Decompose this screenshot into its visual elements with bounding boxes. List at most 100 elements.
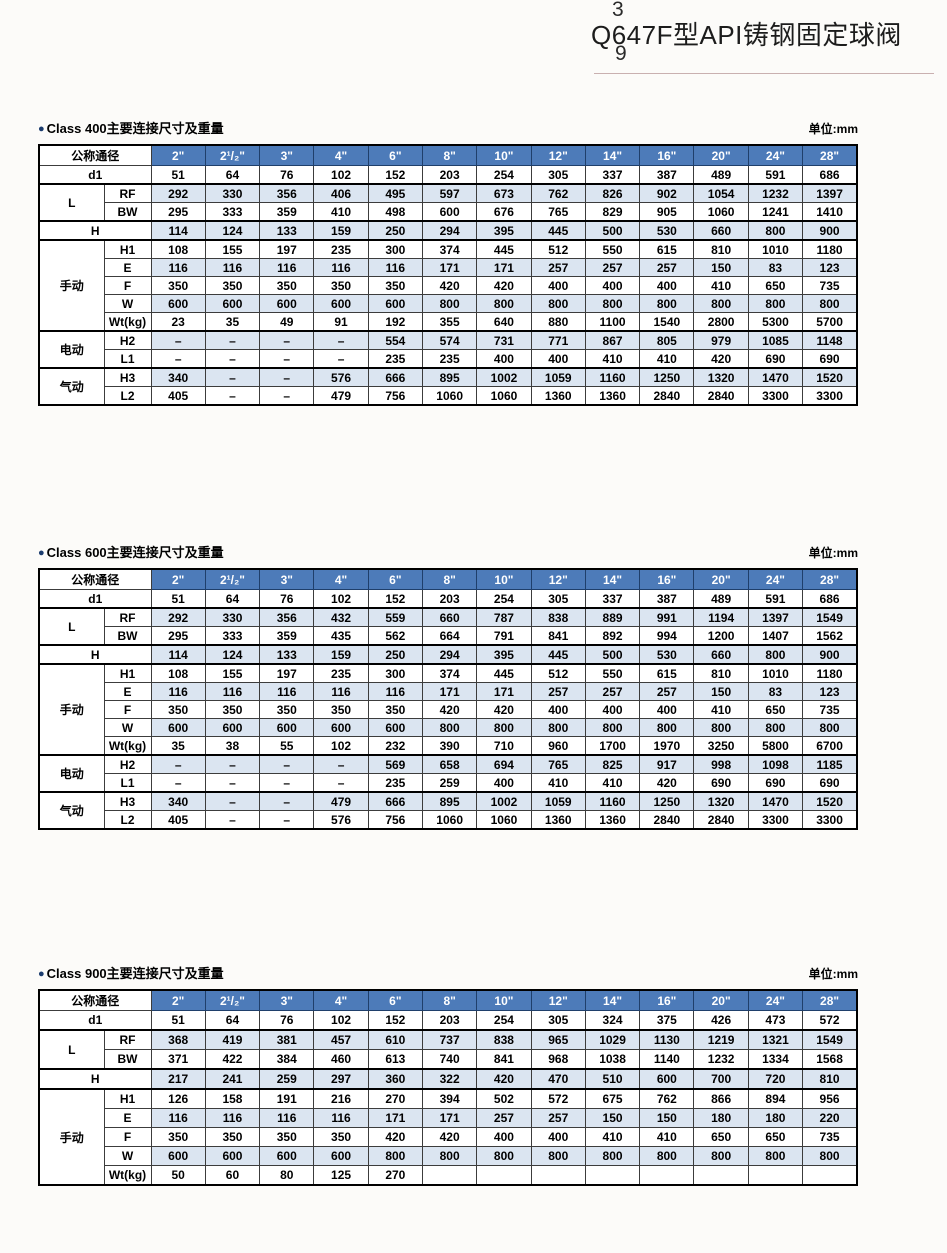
table-cell: 116 <box>313 258 369 277</box>
table-cell: – <box>204 367 261 387</box>
column-header: 10" <box>476 144 532 166</box>
table-cell: 350 <box>259 276 315 295</box>
table-cell: 259 <box>259 1068 315 1090</box>
table-cell: 350 <box>367 700 424 719</box>
table-cell: 102 <box>313 165 369 185</box>
table-cell: 658 <box>421 754 478 774</box>
class-600-table: 公称通径 2" 2¹/₂" 3" 4" 6" 8" 10" 12" 14" 16" 20" 24" 28"… <box>38 568 858 830</box>
table-cell: 559 <box>367 607 424 627</box>
column-header: 4" <box>313 144 369 166</box>
column-header: 6" <box>367 144 424 166</box>
section-heading: ● Class 600主要连接尺寸及重量 单位:mm <box>38 542 858 560</box>
table-row: BW 295 333 359 435 562 664 791 841 892 994 1200 1407… <box>39 626 858 646</box>
table-cell: 257 <box>530 682 586 701</box>
table-cell: 257 <box>584 258 641 277</box>
table-cell: 569 <box>367 754 424 774</box>
table-cell: 257 <box>476 1108 532 1128</box>
row-label: W <box>103 718 152 737</box>
section-heading: ● Class 400主要连接尺寸及重量 单位:mm <box>38 118 858 136</box>
table-cell: 420 <box>476 700 532 719</box>
table-row: d1 51 64 76 102 152 203 254 305 337 387 489 591 686 <box>38 165 858 185</box>
table-cell: 1060 <box>421 810 478 830</box>
table-cell: 155 <box>204 239 261 259</box>
table-cell: 805 <box>639 330 695 350</box>
table-cell: 660 <box>693 644 749 665</box>
table-cell: 765 <box>530 754 586 774</box>
table-cell: 660 <box>693 220 749 241</box>
table-cell: – <box>259 386 315 406</box>
table-cell: 1470 <box>747 367 804 387</box>
table-cell: 800 <box>747 294 804 313</box>
table-cell: 800 <box>747 1146 804 1166</box>
table-cell: 737 <box>421 1029 478 1050</box>
table-cell: 333 <box>204 626 261 646</box>
table-cell: 159 <box>313 644 369 665</box>
page-number-bottom: 9 <box>615 42 627 65</box>
table-cell: 124 <box>204 644 261 665</box>
table-cell: 159 <box>313 220 369 241</box>
table-cell: 295 <box>150 202 206 222</box>
table-cell: 600 <box>313 294 369 313</box>
table-cell: 330 <box>204 183 261 203</box>
table-cell: 5800 <box>747 736 804 756</box>
table-cell: 5700 <box>802 312 858 332</box>
table-cell: 600 <box>421 202 478 222</box>
table-cell: 956 <box>802 1088 858 1109</box>
table-cell: 294 <box>421 220 478 241</box>
column-header: 24" <box>747 989 804 1011</box>
table-cell: 841 <box>530 626 586 646</box>
table-cell: 333 <box>204 202 261 222</box>
table-cell: 197 <box>259 663 315 683</box>
table-cell: 51 <box>150 1010 206 1031</box>
table-cell: 76 <box>259 589 315 609</box>
table-cell: 114 <box>150 644 206 665</box>
table-cell: 600 <box>367 718 424 737</box>
table-row: L1– – – –235 259 400 410 410 420 690 690 690 <box>39 773 858 793</box>
table-cell: 810 <box>802 1068 858 1090</box>
table-cell: 735 <box>802 1127 858 1147</box>
table-cell: 838 <box>530 607 586 627</box>
row-group-label: 手动 <box>38 663 105 756</box>
table-cell: 1568 <box>802 1049 858 1070</box>
table-cell: 1360 <box>584 810 641 830</box>
table-cell: 1970 <box>639 736 695 756</box>
table-cell: 422 <box>204 1049 261 1070</box>
table-cell: 615 <box>639 239 695 259</box>
table-cell: 1010 <box>747 663 804 683</box>
table-cell: 295 <box>150 626 206 646</box>
table-cell: 420 <box>693 349 749 369</box>
table-cell: 180 <box>693 1108 749 1128</box>
table-cell: 64 <box>204 165 261 185</box>
table-cell: 125 <box>313 1165 369 1186</box>
column-header: 3" <box>259 568 315 590</box>
table-cell: 420 <box>639 773 695 793</box>
table-cell: 917 <box>639 754 695 774</box>
column-header: 12" <box>530 144 586 166</box>
table-cell: 800 <box>421 294 478 313</box>
table-cell: 771 <box>530 330 586 350</box>
table-cell: 479 <box>313 791 369 811</box>
table-cell: 686 <box>802 165 858 185</box>
table-cell: 800 <box>802 294 858 313</box>
table-cell: 1002 <box>476 791 532 811</box>
table-cell: 387 <box>639 165 695 185</box>
table-cell: 35 <box>150 736 206 756</box>
row-label: E <box>103 1108 152 1128</box>
table-cell: 123 <box>802 682 858 701</box>
table-row: H 217 241 259 297 360 322 420 470 510 600 700 720 810 <box>38 1068 858 1090</box>
table-cell: 615 <box>639 663 695 683</box>
table-cell: 116 <box>204 258 261 277</box>
table-cell: 800 <box>421 1146 478 1166</box>
table-row: L RF 292 330 356 406 495 597 673 762 826 902 1054 123… <box>38 183 858 222</box>
table-cell: 892 <box>584 626 641 646</box>
column-header: 24" <box>747 568 804 590</box>
table-cell: 400 <box>476 773 532 793</box>
table-cell: 829 <box>584 202 641 222</box>
table-cell: 650 <box>693 1127 749 1147</box>
table-cell: 116 <box>150 682 206 701</box>
table-cell: 800 <box>421 718 478 737</box>
table-cell: 375 <box>639 1010 695 1031</box>
table-cell: 356 <box>259 607 315 627</box>
table-row: Wt(kg) 50 60 80 125 270 <box>39 1165 858 1186</box>
